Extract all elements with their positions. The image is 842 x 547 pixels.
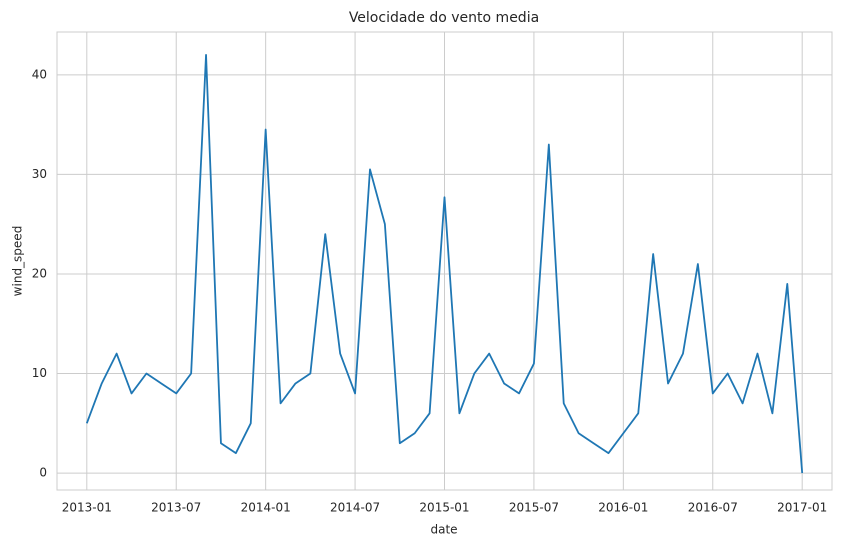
x-tick-label: 2014-07 <box>330 501 380 515</box>
x-tick-label: 2016-07 <box>688 501 738 515</box>
series-line <box>85 54 804 474</box>
y-tick-label: 0 <box>39 466 47 480</box>
chart-title: Velocidade do vento media <box>349 10 539 26</box>
y-tick-label: 30 <box>32 167 47 181</box>
x-axis-label: date <box>430 523 457 537</box>
x-tick-label: 2015-01 <box>419 501 469 515</box>
y-tick-label: 40 <box>32 67 47 81</box>
x-tick-label: 2014-01 <box>241 501 291 515</box>
y-tick-label: 10 <box>32 366 47 380</box>
x-tick-label: 2013-01 <box>62 501 112 515</box>
y-tick-label: 20 <box>32 266 47 280</box>
x-tick-label: 2016-01 <box>598 501 648 515</box>
x-tick-label: 2017-01 <box>777 501 827 515</box>
y-axis-label: wind_speed <box>11 226 25 297</box>
x-tick-label: 2013-07 <box>151 501 201 515</box>
x-tick-label: 2015-07 <box>509 501 559 515</box>
